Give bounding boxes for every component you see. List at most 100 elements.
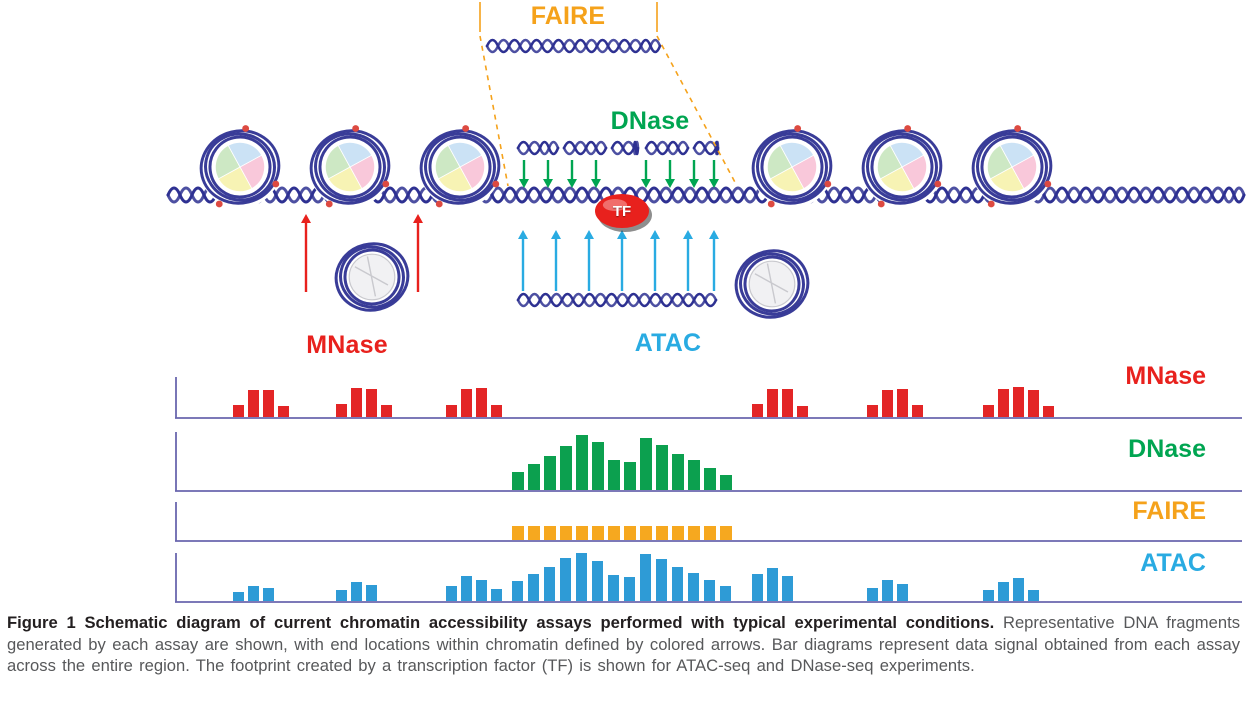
signal-bar <box>797 406 808 417</box>
signal-bar <box>544 456 556 490</box>
signal-bar <box>704 468 716 490</box>
nucleosome <box>419 125 501 208</box>
signal-bar <box>656 445 668 490</box>
signal-bar <box>1028 590 1039 601</box>
nucleosome <box>751 125 833 208</box>
mnase-cut-arrows <box>301 214 423 292</box>
signal-bar <box>476 388 487 417</box>
faire-guide-lines <box>479 2 738 187</box>
signal-bar <box>782 576 793 601</box>
atac-dna-fragment <box>516 292 718 308</box>
signal-bar <box>998 389 1009 417</box>
figure-graphics <box>166 2 1246 603</box>
signal-bar <box>897 584 908 601</box>
signal-bar <box>1028 390 1039 417</box>
signal-bar <box>882 390 893 417</box>
signal-bar <box>351 388 362 417</box>
signal-bar <box>624 462 636 490</box>
signal-bar <box>576 553 587 601</box>
signal-bar <box>491 405 502 417</box>
signal-bar <box>704 580 715 601</box>
signal-bar <box>560 526 572 540</box>
signal-bar <box>672 526 684 540</box>
signal-bar <box>233 592 244 601</box>
signal-bar <box>688 573 699 601</box>
signal-bar <box>640 554 651 601</box>
faire-dna-fragment <box>485 38 662 54</box>
signal-bar <box>752 574 763 601</box>
signal-bar <box>782 389 793 417</box>
signal-bar <box>560 558 571 601</box>
nucleosome <box>861 125 943 208</box>
signal-bar <box>528 574 539 601</box>
signal-bar <box>752 404 763 417</box>
signal-bar <box>912 405 923 417</box>
signal-bar <box>720 475 732 490</box>
signal-bar <box>688 526 700 540</box>
signal-bar <box>576 435 588 490</box>
signal-bar <box>608 575 619 601</box>
signal-bar <box>278 406 289 417</box>
signal-bar <box>983 590 994 601</box>
figure-caption-body: Representative DNA fragments generated b… <box>7 613 1240 676</box>
signal-track-faire <box>175 502 1242 542</box>
signal-track-mnase <box>175 377 1242 419</box>
signal-bar <box>897 389 908 417</box>
signal-bar <box>233 405 244 417</box>
signal-bar <box>351 582 362 601</box>
signal-bar <box>767 389 778 417</box>
nucleosome <box>309 125 391 208</box>
signal-bar <box>1043 406 1054 417</box>
signal-bar <box>461 389 472 417</box>
signal-bar <box>656 526 668 540</box>
signal-bar <box>1013 387 1024 417</box>
track-label-faire: FAIRE <box>1132 497 1206 525</box>
mnase-label: MNase <box>306 331 388 359</box>
signal-track-dnase <box>175 432 1242 492</box>
signal-bar <box>263 588 274 601</box>
signal-bar <box>624 577 635 601</box>
signal-bar <box>512 472 524 490</box>
signal-bar <box>688 460 700 490</box>
signal-bar <box>672 454 684 490</box>
figure-caption-title: Figure 1 Schematic diagram of current ch… <box>7 613 995 632</box>
signal-bar <box>512 526 524 540</box>
signal-bar <box>592 561 603 601</box>
free-nucleosome <box>734 246 810 322</box>
dnase-dna-fragments <box>516 140 720 156</box>
dnase-cut-arrows <box>519 160 719 188</box>
signal-bar <box>624 526 636 540</box>
signal-bar <box>446 586 457 601</box>
signal-bar <box>528 464 540 490</box>
tf-label: TF <box>612 203 632 220</box>
track-label-dnase: DNase <box>1128 435 1206 463</box>
signal-bar <box>608 526 620 540</box>
signal-bar <box>381 405 392 417</box>
faire-label: FAIRE <box>530 2 606 30</box>
signal-bar <box>446 405 457 417</box>
signal-bar <box>366 585 377 601</box>
signal-bar <box>640 526 652 540</box>
signal-bar <box>720 526 732 540</box>
signal-bar <box>248 390 259 417</box>
signal-bar <box>476 580 487 601</box>
figure-caption: Figure 1 Schematic diagram of current ch… <box>7 612 1240 677</box>
signal-bar <box>640 438 652 490</box>
signal-bar <box>882 580 893 601</box>
dnase-label: DNase <box>610 107 690 135</box>
signal-bar <box>592 442 604 490</box>
track-label-atac: ATAC <box>1140 549 1206 577</box>
signal-bar <box>672 567 683 601</box>
atac-label: ATAC <box>634 329 702 357</box>
signal-bar <box>998 582 1009 601</box>
signal-bar <box>491 589 502 601</box>
signal-bar <box>461 576 472 601</box>
signal-bar <box>544 526 556 540</box>
nucleosome <box>199 125 281 208</box>
signal-bar <box>512 581 523 601</box>
signal-bar <box>720 586 731 601</box>
signal-bar <box>704 526 716 540</box>
signal-bar <box>248 586 259 601</box>
signal-bar <box>608 460 620 490</box>
